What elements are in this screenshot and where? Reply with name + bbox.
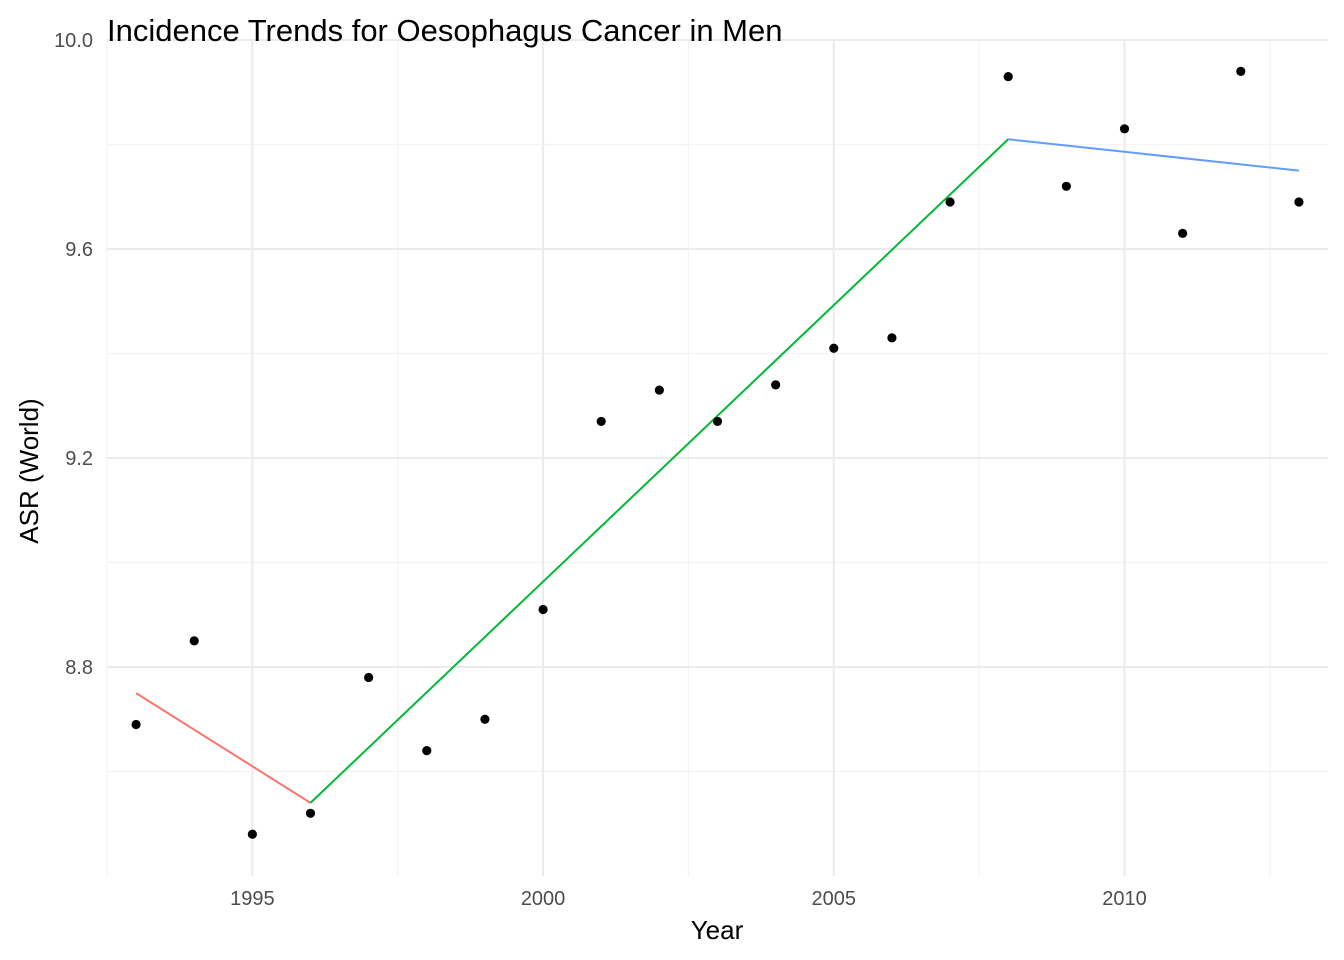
y-tick-label: 10.0	[54, 30, 93, 52]
data-point	[654, 385, 664, 395]
trend-segment-line	[1008, 138, 1300, 172]
x-tick-label: 2010	[1102, 888, 1147, 910]
y-axis-ticks: 8.8 9.2 9.6 10.0	[54, 30, 93, 679]
data-point	[712, 416, 723, 427]
data-point	[1178, 228, 1188, 238]
x-axis-ticks: 1995 2000 2005 2010	[230, 888, 1147, 910]
data-point	[1061, 181, 1071, 191]
x-tick-label: 2000	[521, 888, 566, 910]
x-axis-title: Year	[691, 915, 744, 945]
data-point	[829, 343, 839, 353]
y-tick-label: 8.8	[65, 657, 93, 679]
data-point	[945, 197, 955, 207]
trend-segment-line	[309, 138, 1009, 804]
data-point	[305, 808, 316, 818]
x-tick-label: 2005	[812, 888, 857, 910]
data-point	[1003, 71, 1013, 82]
x-tick-label: 1995	[230, 888, 275, 910]
trend-segment-line	[135, 692, 312, 804]
trend-segments	[135, 138, 1300, 804]
data-point	[364, 672, 374, 683]
data-point	[247, 829, 257, 839]
data-point	[189, 636, 199, 646]
data-point	[1119, 124, 1130, 134]
data-point	[538, 604, 548, 615]
data-point	[596, 416, 606, 427]
data-point	[131, 719, 141, 730]
data-point	[480, 714, 490, 724]
data-point	[1236, 66, 1246, 76]
y-tick-label: 9.6	[65, 239, 93, 261]
data-point	[771, 380, 781, 390]
y-axis-title: ASR (World)	[14, 398, 44, 543]
data-point	[887, 333, 897, 343]
data-point	[1294, 197, 1304, 207]
data-points	[131, 66, 1304, 839]
major-gridlines	[107, 39, 1328, 876]
chart-title: Incidence Trends for Oesophagus Cancer i…	[107, 13, 783, 48]
y-tick-label: 9.2	[65, 448, 93, 470]
data-point	[422, 746, 432, 756]
